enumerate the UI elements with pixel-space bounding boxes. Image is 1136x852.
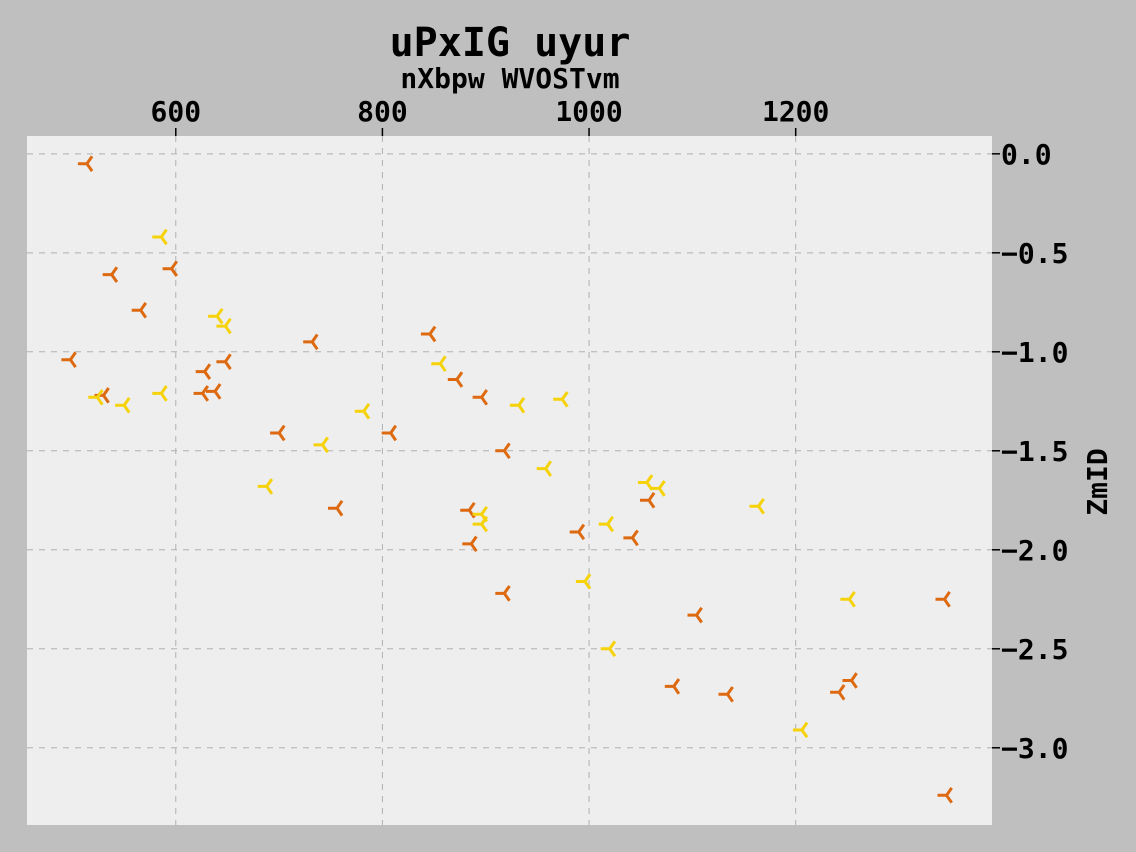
x-tick-label: 800	[357, 95, 408, 128]
data-point-series-2	[749, 498, 765, 515]
data-point-series-1	[623, 529, 639, 547]
y-tick-label: −1.0	[1001, 336, 1068, 369]
ticks: 600 800 1000 1200 0.0 −0.5 −1.0 −1.5 −2.0 −2.5 −3.…	[150, 95, 1068, 765]
chart-title: uPxIG uyur	[390, 20, 631, 66]
y-tick-label: 0.0	[1001, 138, 1052, 171]
data-point-series-2	[257, 478, 274, 495]
data-point-series-1	[718, 686, 734, 703]
y-tick-label: −2.0	[1001, 534, 1068, 567]
data-point-series-1	[131, 302, 148, 319]
data-point-series-1	[193, 385, 210, 402]
data-point-series-2	[208, 307, 224, 325]
data-point-series-1	[472, 389, 489, 406]
data-point-series-2	[650, 480, 666, 497]
data-point-series-1	[420, 325, 437, 343]
data-point-series-1	[381, 424, 398, 442]
data-point-series-1	[447, 371, 464, 388]
data-point-series-1	[569, 523, 586, 541]
data-point-series-2	[509, 397, 526, 414]
data-point-series-1	[937, 787, 953, 804]
data-point-series-2	[216, 317, 232, 335]
data-point-series-2	[575, 573, 592, 590]
data-point-series-1	[495, 585, 511, 602]
data-point-series-1	[640, 492, 656, 509]
data-point-series-1	[61, 351, 77, 368]
data-point-series-1	[216, 353, 232, 370]
data-point-series-2	[152, 385, 168, 402]
data-point-series-2	[472, 515, 489, 533]
data-point-series-1	[687, 606, 703, 624]
x-tick-label: 600	[150, 95, 201, 128]
data-point-series-1	[460, 501, 476, 519]
y-axis-label: ZmID	[1081, 448, 1114, 515]
y-tick-label: −2.5	[1001, 633, 1068, 666]
data-point-series-2	[553, 391, 569, 408]
data-point-series-1	[664, 678, 681, 695]
y-tick-label: −3.0	[1001, 732, 1068, 765]
x-tick-label: 1000	[555, 95, 622, 128]
data-point-series-1	[270, 424, 286, 442]
data-point-series-1	[162, 260, 179, 277]
data-point-series-2	[600, 640, 617, 658]
data-point-series-2	[354, 402, 371, 420]
data-point-series-2	[88, 389, 104, 406]
data-point-series-1	[102, 266, 119, 283]
data-point-series-1	[495, 442, 511, 460]
data-point-series-1	[77, 155, 94, 172]
data-point-series-1	[935, 591, 951, 608]
x-axis-label: nXbpw WVOSTvm	[400, 62, 619, 95]
data-point-series-1	[830, 684, 846, 701]
data-point-series-2	[431, 355, 447, 372]
grid	[27, 136, 992, 825]
y-tick-label: −1.5	[1001, 435, 1068, 468]
data-point-series-2	[598, 515, 615, 533]
data-point-series-1	[206, 383, 222, 400]
data-point-series-1	[303, 333, 319, 351]
data-point-series-1	[195, 363, 212, 380]
data-point-series-1	[462, 535, 478, 553]
markers	[61, 155, 953, 804]
data-point-series-2	[536, 460, 553, 477]
data-point-series-1	[842, 672, 858, 689]
data-point-series-2	[792, 721, 809, 739]
data-point-series-1	[328, 499, 344, 517]
plot-area	[27, 136, 992, 825]
y-tick-label: −0.5	[1001, 237, 1068, 270]
data-point-series-2	[313, 436, 329, 454]
data-point-series-2	[840, 591, 856, 608]
data-point-series-2	[115, 397, 131, 414]
x-tick-label: 1200	[762, 95, 829, 128]
data-point-series-2	[152, 228, 168, 246]
